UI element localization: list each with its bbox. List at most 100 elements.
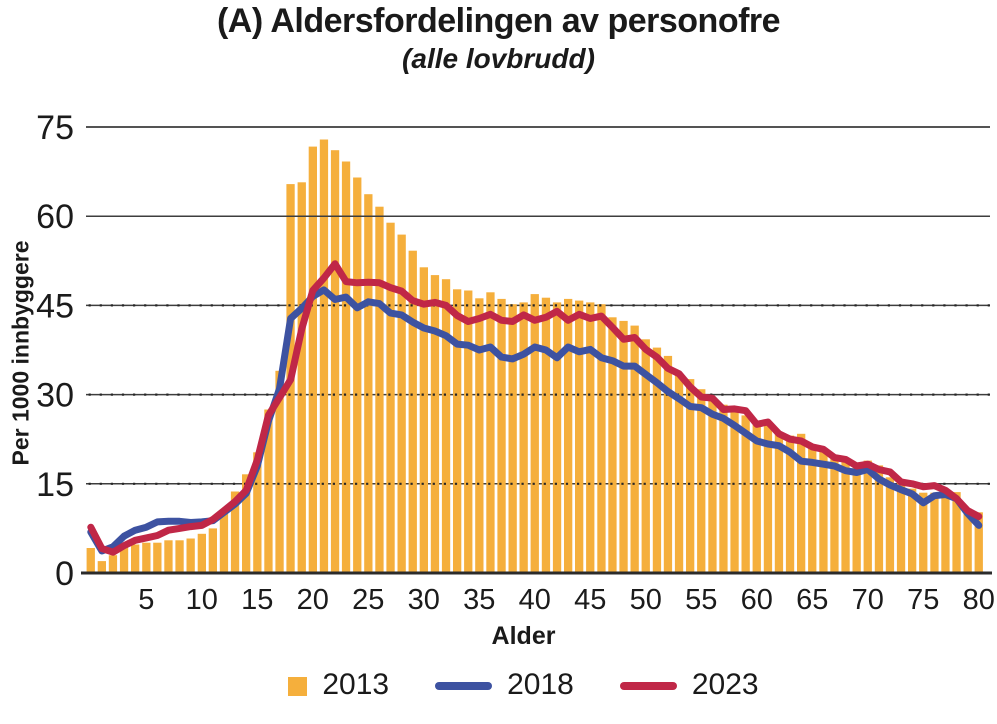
- bar-age-80: [974, 512, 983, 573]
- bar-age-14: [242, 474, 251, 573]
- bar-age-20: [308, 146, 317, 573]
- bar-age-49: [630, 325, 639, 573]
- x-tick-30: 30: [408, 584, 440, 616]
- bar-age-62: [774, 433, 784, 573]
- x-tick-60: 60: [741, 584, 773, 616]
- bar-age-7: [164, 540, 173, 573]
- legend-bar-swatch-icon: [288, 676, 308, 696]
- bar-age-46: [597, 304, 606, 573]
- legend-label-2018: 2018: [507, 668, 574, 701]
- bar-age-33: [453, 289, 462, 573]
- bar-age-30: [419, 267, 428, 573]
- y-tick-45: 45: [36, 287, 74, 325]
- bar-age-21: [319, 139, 329, 573]
- bar-age-19: [297, 182, 306, 574]
- bar-age-10: [197, 533, 206, 573]
- bar-age-43: [564, 298, 573, 573]
- bar-age-15: [253, 452, 262, 573]
- legend-line-swatch-icon: [619, 682, 677, 690]
- x-tick-50: 50: [630, 584, 662, 616]
- bar-age-74: [908, 488, 917, 573]
- x-tick-65: 65: [796, 584, 828, 616]
- legend-item-2023: 2023: [619, 668, 759, 702]
- bar-age-73: [896, 480, 906, 573]
- x-tick-5: 5: [138, 584, 154, 616]
- bar-age-54: [686, 379, 695, 573]
- bar-age-71: [874, 465, 884, 573]
- line-series-2023: [87, 260, 983, 556]
- bar-age-26: [375, 206, 384, 573]
- bar-age-1: [97, 561, 106, 573]
- bar-age-50: [641, 339, 650, 573]
- x-tick-80: 80: [963, 584, 995, 616]
- legend-label-2023: 2023: [691, 668, 759, 701]
- bar-age-3: [119, 546, 129, 573]
- bar-age-17: [275, 370, 284, 573]
- bar-age-63: [785, 435, 795, 573]
- y-tick-75: 75: [36, 109, 74, 147]
- bar-age-36: [486, 292, 495, 573]
- x-tick-55: 55: [685, 584, 717, 616]
- bar-series-2013: [86, 139, 983, 574]
- bar-age-40: [530, 294, 539, 573]
- bar-age-37: [497, 298, 506, 573]
- y-tick-60: 60: [36, 198, 74, 236]
- x-tick-labels: 5 10 15 20 25 30 35 40 45 50 55 60 65 70 75 80: [138, 584, 995, 616]
- bar-age-69: [852, 467, 861, 573]
- bar-age-58: [730, 411, 739, 573]
- bar-age-22: [330, 150, 340, 573]
- bar-age-78: [952, 492, 961, 573]
- x-tick-70: 70: [852, 584, 884, 616]
- bar-age-9: [186, 538, 195, 573]
- x-axis-label: Alder: [491, 622, 556, 650]
- x-tick-75: 75: [907, 584, 939, 616]
- bar-age-13: [230, 491, 240, 573]
- bar-age-5: [142, 542, 151, 573]
- bar-age-52: [663, 355, 673, 573]
- bar-age-45: [586, 302, 595, 573]
- legend-item-2013: 2013: [288, 668, 389, 702]
- x-tick-35: 35: [463, 584, 495, 616]
- bar-age-28: [397, 234, 406, 573]
- bar-age-34: [464, 290, 473, 573]
- bar-age-60: [752, 423, 761, 573]
- x-tick-25: 25: [352, 584, 384, 616]
- bar-age-53: [674, 374, 684, 573]
- bar-age-48: [619, 320, 628, 573]
- x-tick-20: 20: [297, 584, 329, 616]
- x-tick-15: 15: [241, 584, 273, 616]
- bar-age-56: [708, 399, 717, 573]
- bar-age-4: [131, 544, 140, 573]
- chart-header: (A) Aldersfordelingen av personofre (all…: [20, 0, 977, 76]
- bar-age-25: [364, 194, 373, 573]
- bar-age-61: [763, 423, 773, 573]
- bar-age-16: [264, 409, 273, 573]
- x-tick-45: 45: [574, 584, 606, 616]
- bar-age-55: [697, 389, 706, 573]
- bar-age-6: [153, 542, 162, 573]
- bar-age-2: [108, 555, 118, 573]
- bar-age-38: [508, 304, 517, 573]
- bar-age-31: [430, 275, 440, 573]
- x-tick-40: 40: [519, 584, 551, 616]
- legend-line-swatch-icon: [435, 682, 493, 690]
- x-tick-10: 10: [186, 584, 218, 616]
- bar-age-24: [353, 177, 362, 573]
- bar-age-23: [341, 161, 351, 573]
- legend-item-2018: 2018: [435, 668, 574, 702]
- bar-age-44: [575, 300, 584, 573]
- bar-age-27: [386, 222, 395, 573]
- gridline-overlays: [86, 126, 990, 485]
- bar-age-72: [885, 477, 895, 573]
- y-tick-0: 0: [55, 555, 74, 593]
- bar-age-67: [830, 458, 839, 573]
- chart-subtitle: (alle lovbrudd): [402, 43, 595, 74]
- bar-age-59: [741, 415, 750, 573]
- bar-age-77: [941, 491, 950, 573]
- bar-age-12: [219, 513, 229, 573]
- bar-age-11: [208, 528, 217, 573]
- legend: 2013 2018 2023: [57, 668, 990, 702]
- bar-age-47: [608, 317, 617, 573]
